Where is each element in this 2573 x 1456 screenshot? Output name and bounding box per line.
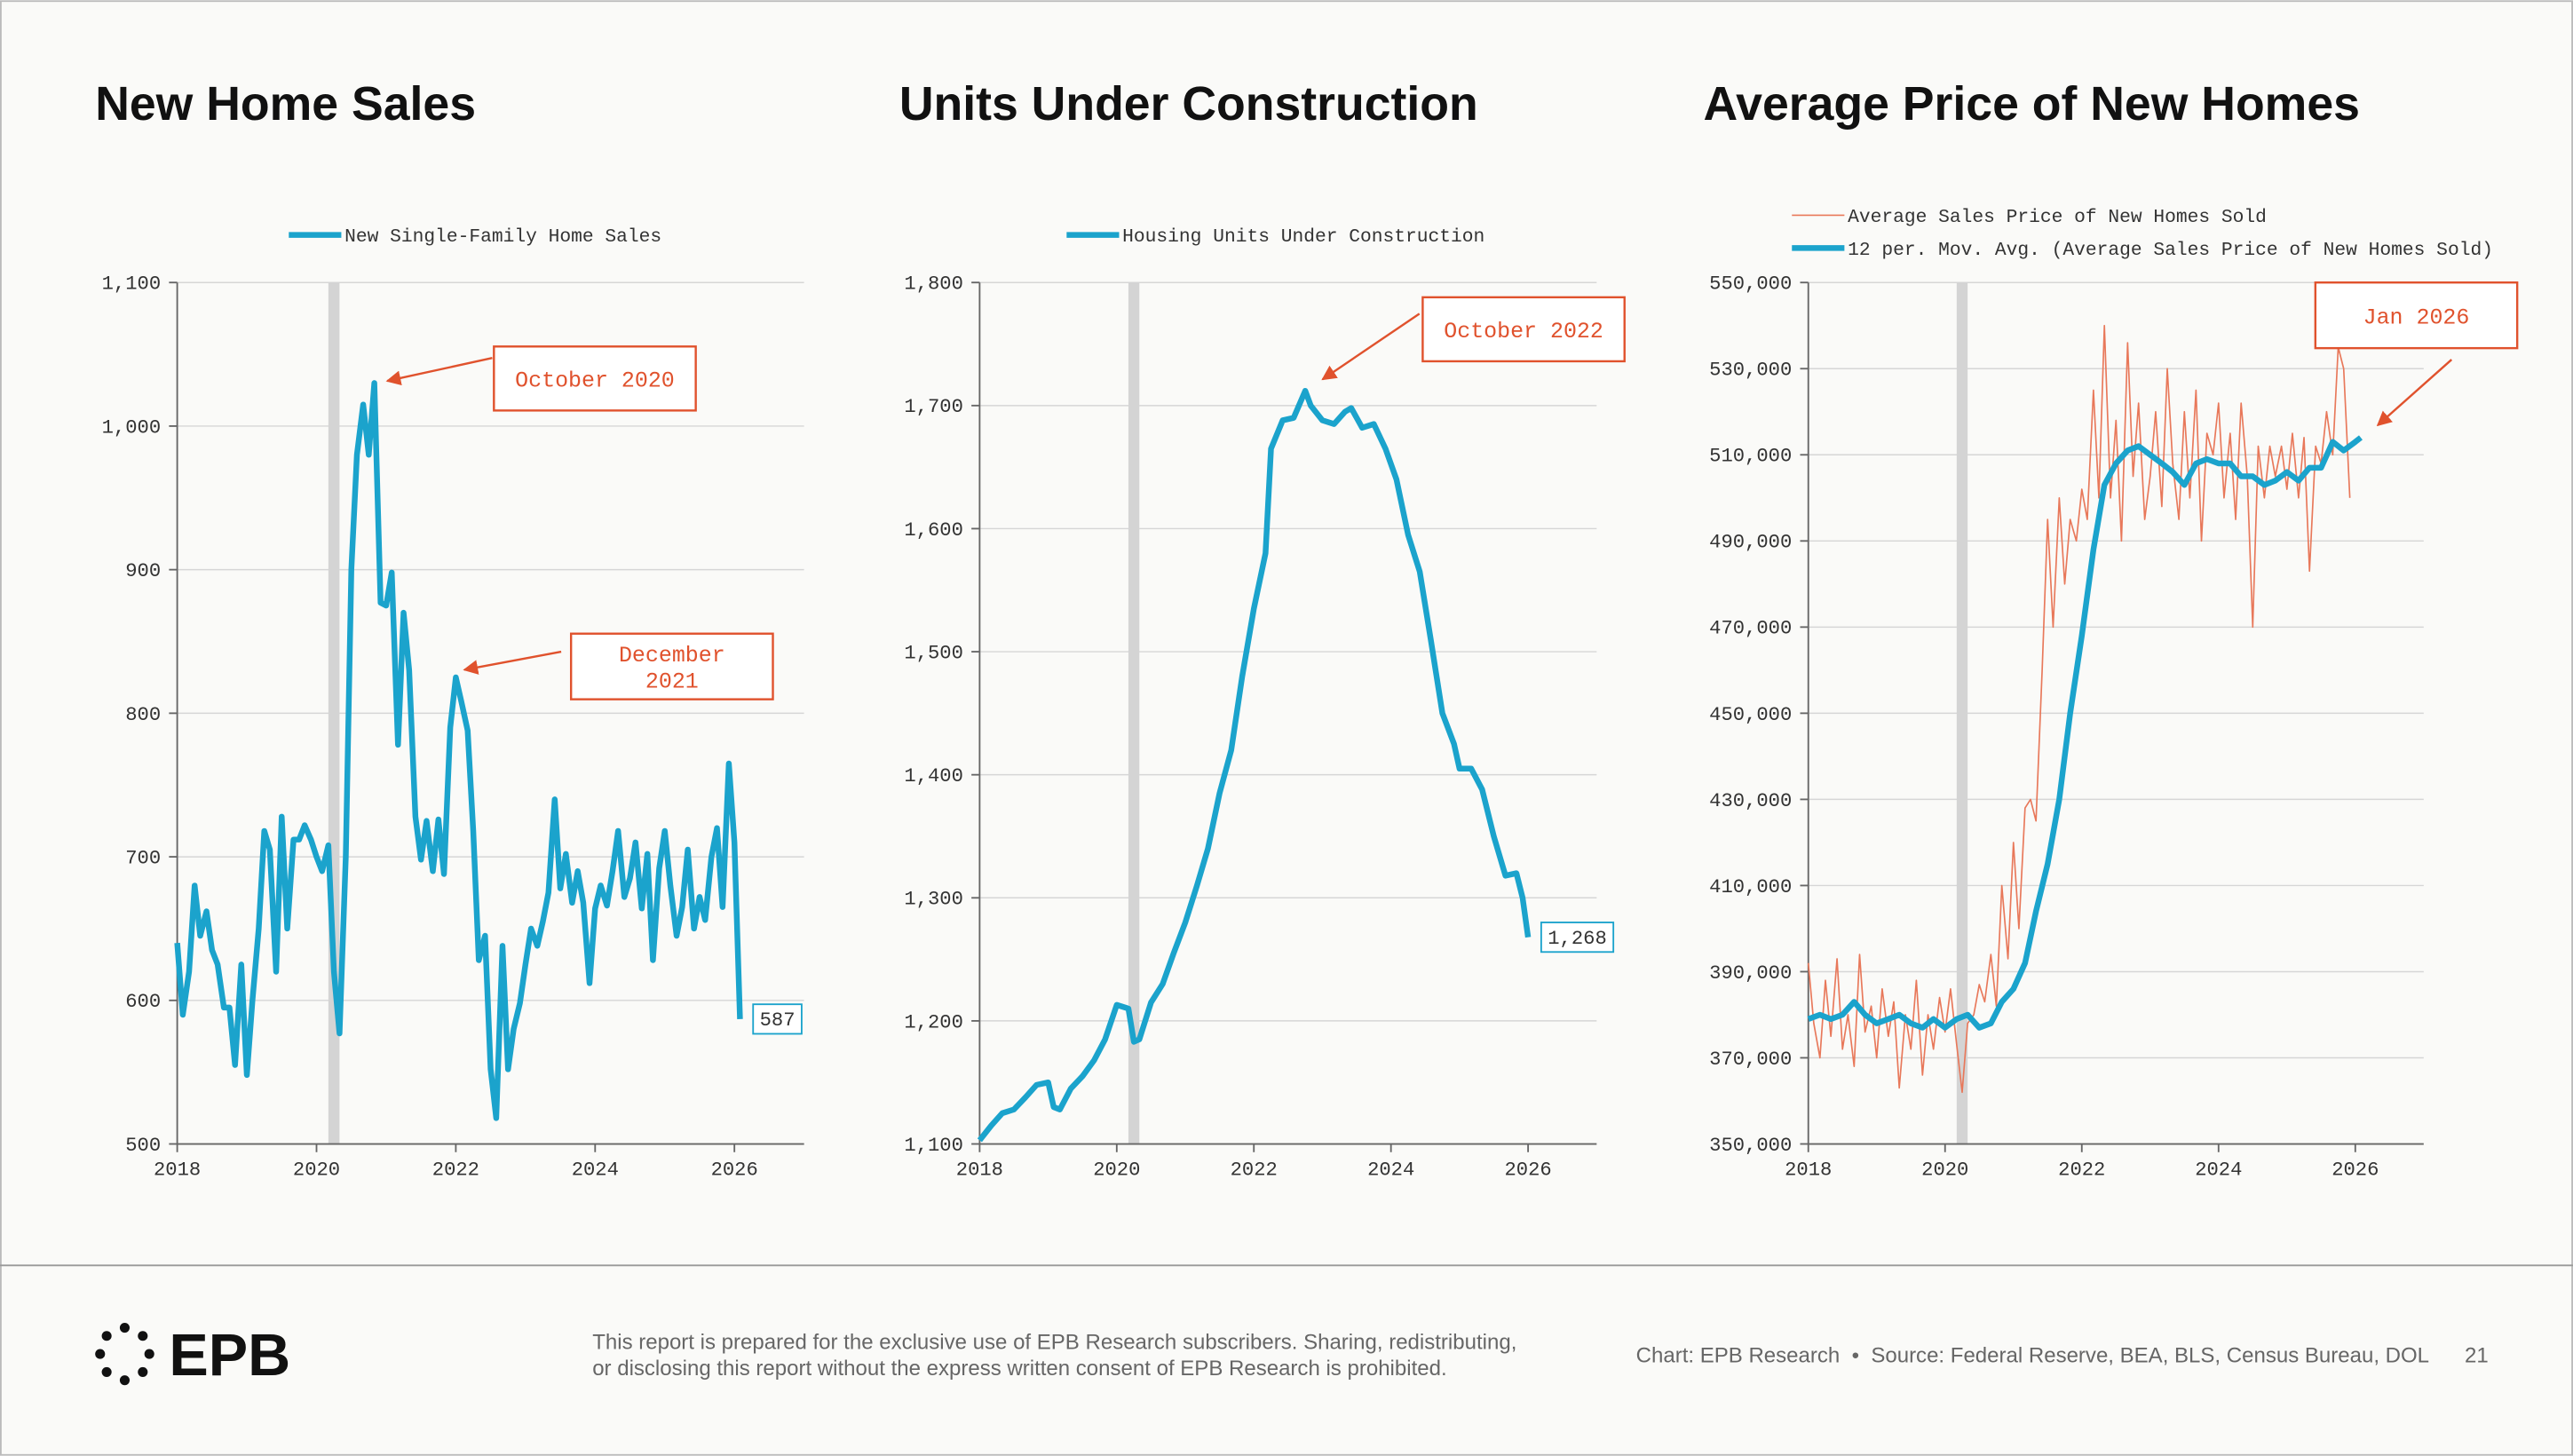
- end-label-box: [1540, 922, 1615, 954]
- legend-label: Housing Units Under Construction: [1122, 226, 1484, 248]
- recession-band: [1956, 282, 1968, 1144]
- y-tick-label: 700: [125, 847, 161, 869]
- logo-icon: [95, 1322, 154, 1386]
- x-tick-label: 2026: [1505, 1159, 1552, 1182]
- x-tick-label: 2022: [1231, 1159, 1278, 1182]
- annotation: 2021: [645, 670, 699, 695]
- y-tick-label: 1,600: [904, 519, 962, 542]
- y-tick-label: 1,200: [904, 1011, 962, 1033]
- y-tick-label: 430,000: [1709, 790, 1792, 812]
- annotation-box: [493, 345, 697, 412]
- annotation-box: [1421, 296, 1626, 363]
- y-tick-label: 1,100: [102, 273, 161, 296]
- x-tick-label: 2022: [432, 1159, 479, 1182]
- y-tick-label: 470,000: [1709, 618, 1792, 640]
- chart-title: Units Under Construction: [899, 77, 1478, 131]
- x-tick-label: 2022: [2058, 1159, 2105, 1182]
- annotation: October 2020: [515, 369, 675, 394]
- annotation-arrow: [463, 650, 562, 675]
- annotation-arrow: [2376, 359, 2453, 427]
- x-tick-label: 2026: [711, 1159, 758, 1182]
- logo: EPB: [169, 1323, 290, 1389]
- line-series: [977, 387, 1532, 1143]
- y-tick-label: 1,800: [904, 273, 962, 296]
- x-tick-label: 2020: [293, 1159, 340, 1182]
- y-tick-label: 600: [125, 991, 161, 1013]
- annotation-box: [569, 632, 774, 700]
- chart-title: New Home Sales: [95, 77, 476, 131]
- line-series: [174, 380, 743, 1121]
- x-tick-label: 2026: [2332, 1159, 2379, 1182]
- line-series: [1807, 435, 2363, 1031]
- annotation: December: [619, 644, 725, 669]
- annotation-arrow: [385, 357, 493, 386]
- page-number: 21: [2465, 1343, 2489, 1367]
- y-tick-label: 350,000: [1709, 1135, 1792, 1157]
- end-value-label: 587: [760, 1009, 796, 1032]
- x-tick-label: 2024: [1367, 1159, 1414, 1182]
- y-tick-label: 1,700: [904, 396, 962, 418]
- end-label-box: [752, 1003, 803, 1035]
- y-tick-label: 390,000: [1709, 962, 1792, 985]
- y-tick-label: 410,000: [1709, 876, 1792, 898]
- y-tick-label: 550,000: [1709, 273, 1792, 296]
- y-tick-label: 500: [125, 1135, 161, 1157]
- disclaimer: This report is prepared for the exclusiv…: [592, 1331, 1516, 1355]
- y-tick-label: 1,100: [904, 1135, 962, 1157]
- annotation: Jan 2026: [2363, 305, 2470, 330]
- x-tick-label: 2024: [572, 1159, 619, 1182]
- x-tick-label: 2020: [1921, 1159, 1968, 1182]
- y-tick-label: 510,000: [1709, 446, 1792, 468]
- y-tick-label: 370,000: [1709, 1048, 1792, 1071]
- y-tick-label: 1,500: [904, 642, 962, 664]
- annotation-arrow: [1321, 313, 1421, 381]
- x-tick-label: 2018: [956, 1159, 1003, 1182]
- y-tick-label: 900: [125, 560, 161, 582]
- source: Chart: EPB Research • Source: Federal Re…: [1636, 1343, 2429, 1367]
- y-tick-label: 800: [125, 704, 161, 726]
- line-series: [1807, 324, 2351, 1094]
- y-tick-label: 1,000: [102, 416, 161, 439]
- x-tick-label: 2018: [1785, 1159, 1832, 1182]
- legend-label: 12 per. Mov. Avg. (Average Sales Price o…: [1848, 240, 2493, 261]
- chart-title: Average Price of New Homes: [1703, 77, 2359, 131]
- legend-label: Average Sales Price of New Homes Sold: [1848, 207, 2267, 228]
- x-tick-label: 2024: [2195, 1159, 2242, 1182]
- x-tick-label: 2018: [154, 1159, 201, 1182]
- legend-label: New Single-Family Home Sales: [344, 226, 661, 248]
- y-tick-label: 530,000: [1709, 360, 1792, 382]
- recession-band: [1128, 282, 1140, 1144]
- disclaimer: or disclosing this report without the ex…: [592, 1357, 1446, 1381]
- y-tick-label: 450,000: [1709, 704, 1792, 726]
- y-tick-label: 490,000: [1709, 532, 1792, 554]
- end-value-label: 1,268: [1548, 928, 1606, 950]
- x-tick-label: 2020: [1093, 1159, 1140, 1182]
- annotation: October 2022: [1444, 320, 1603, 344]
- y-tick-label: 1,300: [904, 889, 962, 911]
- y-tick-label: 1,400: [904, 765, 962, 787]
- annotation-box: [2314, 281, 2519, 350]
